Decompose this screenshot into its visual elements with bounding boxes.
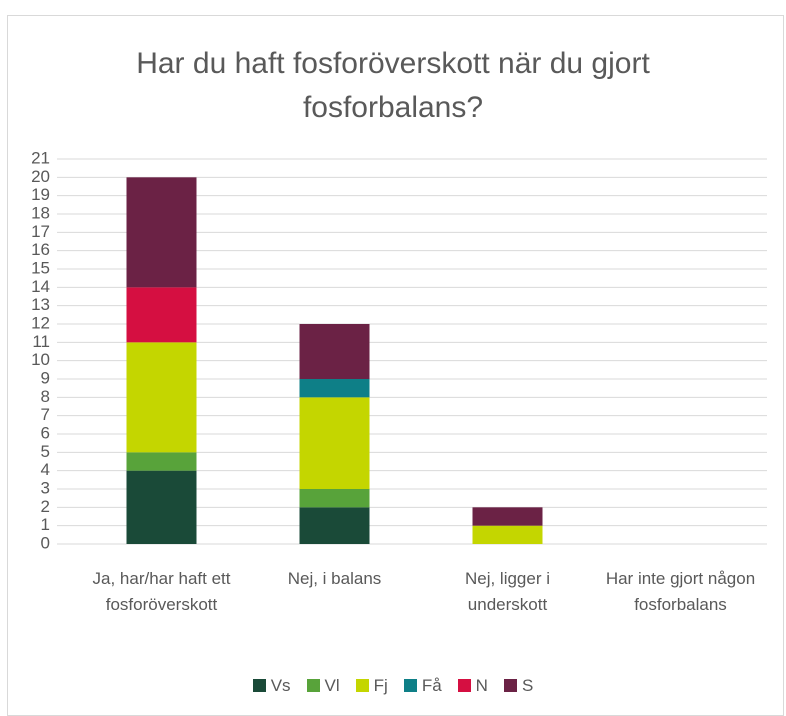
y-tick-label: 20 bbox=[31, 167, 50, 186]
bar-segment bbox=[472, 525, 543, 544]
legend-item: S bbox=[503, 676, 534, 696]
bar-segment bbox=[299, 397, 370, 489]
y-tick-label: 1 bbox=[41, 515, 50, 534]
y-tick-label: 11 bbox=[32, 332, 50, 351]
y-tick-label: 8 bbox=[41, 387, 50, 406]
bar-segment bbox=[299, 379, 370, 398]
y-tick-label: 19 bbox=[31, 185, 50, 204]
y-tick-label: 4 bbox=[41, 460, 50, 479]
y-tick-label: 14 bbox=[31, 277, 50, 296]
legend-label: Vs bbox=[270, 676, 291, 695]
bar-segment bbox=[126, 470, 197, 544]
y-tick-label: 2 bbox=[41, 497, 50, 516]
y-tick-label: 7 bbox=[41, 405, 50, 424]
legend-label: N bbox=[475, 676, 488, 695]
legend-item: Vs bbox=[252, 676, 291, 696]
legend-swatch bbox=[503, 679, 517, 692]
legend-item: Få bbox=[403, 676, 442, 696]
legend-swatch bbox=[457, 679, 471, 692]
x-tick-label: Ja, har/har haft ett fosforöverskott bbox=[92, 569, 231, 614]
bar-segment bbox=[299, 507, 370, 544]
legend-label: Vl bbox=[324, 676, 340, 695]
y-tick-label: 12 bbox=[31, 313, 50, 332]
bar-segment bbox=[126, 177, 197, 288]
y-tick-label: 16 bbox=[31, 240, 50, 259]
x-tick-label: Nej, ligger i underskott bbox=[464, 569, 551, 614]
legend-swatch bbox=[403, 679, 417, 692]
y-tick-label: 9 bbox=[41, 368, 50, 387]
y-tick-label: 3 bbox=[41, 478, 50, 497]
y-tick-label: 17 bbox=[31, 222, 50, 241]
y-tick-label: 0 bbox=[41, 533, 50, 552]
bar-segment bbox=[299, 489, 370, 508]
bar-segment bbox=[299, 324, 370, 379]
y-tick-label: 6 bbox=[41, 423, 50, 442]
legend-item: N bbox=[457, 676, 488, 696]
y-tick-label: 21 bbox=[31, 148, 50, 167]
bar-segment bbox=[126, 452, 197, 471]
legend-label: Få bbox=[421, 676, 442, 695]
x-tick-label: Har inte gjort någon fosforbalans bbox=[605, 569, 756, 614]
y-tick-label: 15 bbox=[31, 258, 50, 277]
legend-swatch bbox=[252, 679, 266, 692]
y-tick-label: 13 bbox=[31, 295, 50, 314]
bar-segment bbox=[472, 507, 543, 526]
legend-item: Vl bbox=[306, 676, 340, 696]
y-tick-label: 5 bbox=[41, 442, 50, 461]
legend-item: Fj bbox=[355, 676, 388, 696]
legend-label: Fj bbox=[373, 676, 388, 695]
legend-swatch bbox=[355, 679, 369, 692]
legend: Vs Vl Fj Få N S bbox=[0, 676, 786, 696]
y-tick-label: 10 bbox=[31, 350, 50, 369]
bar-segment bbox=[126, 342, 197, 453]
bar-segment bbox=[126, 287, 197, 343]
legend-swatch bbox=[306, 679, 320, 692]
x-tick-label: Nej, i balans bbox=[287, 569, 382, 588]
legend-label: S bbox=[521, 676, 534, 695]
chart-title: Har du haft fosforöverskott när du gjort… bbox=[136, 47, 650, 124]
y-tick-label: 18 bbox=[31, 203, 50, 222]
